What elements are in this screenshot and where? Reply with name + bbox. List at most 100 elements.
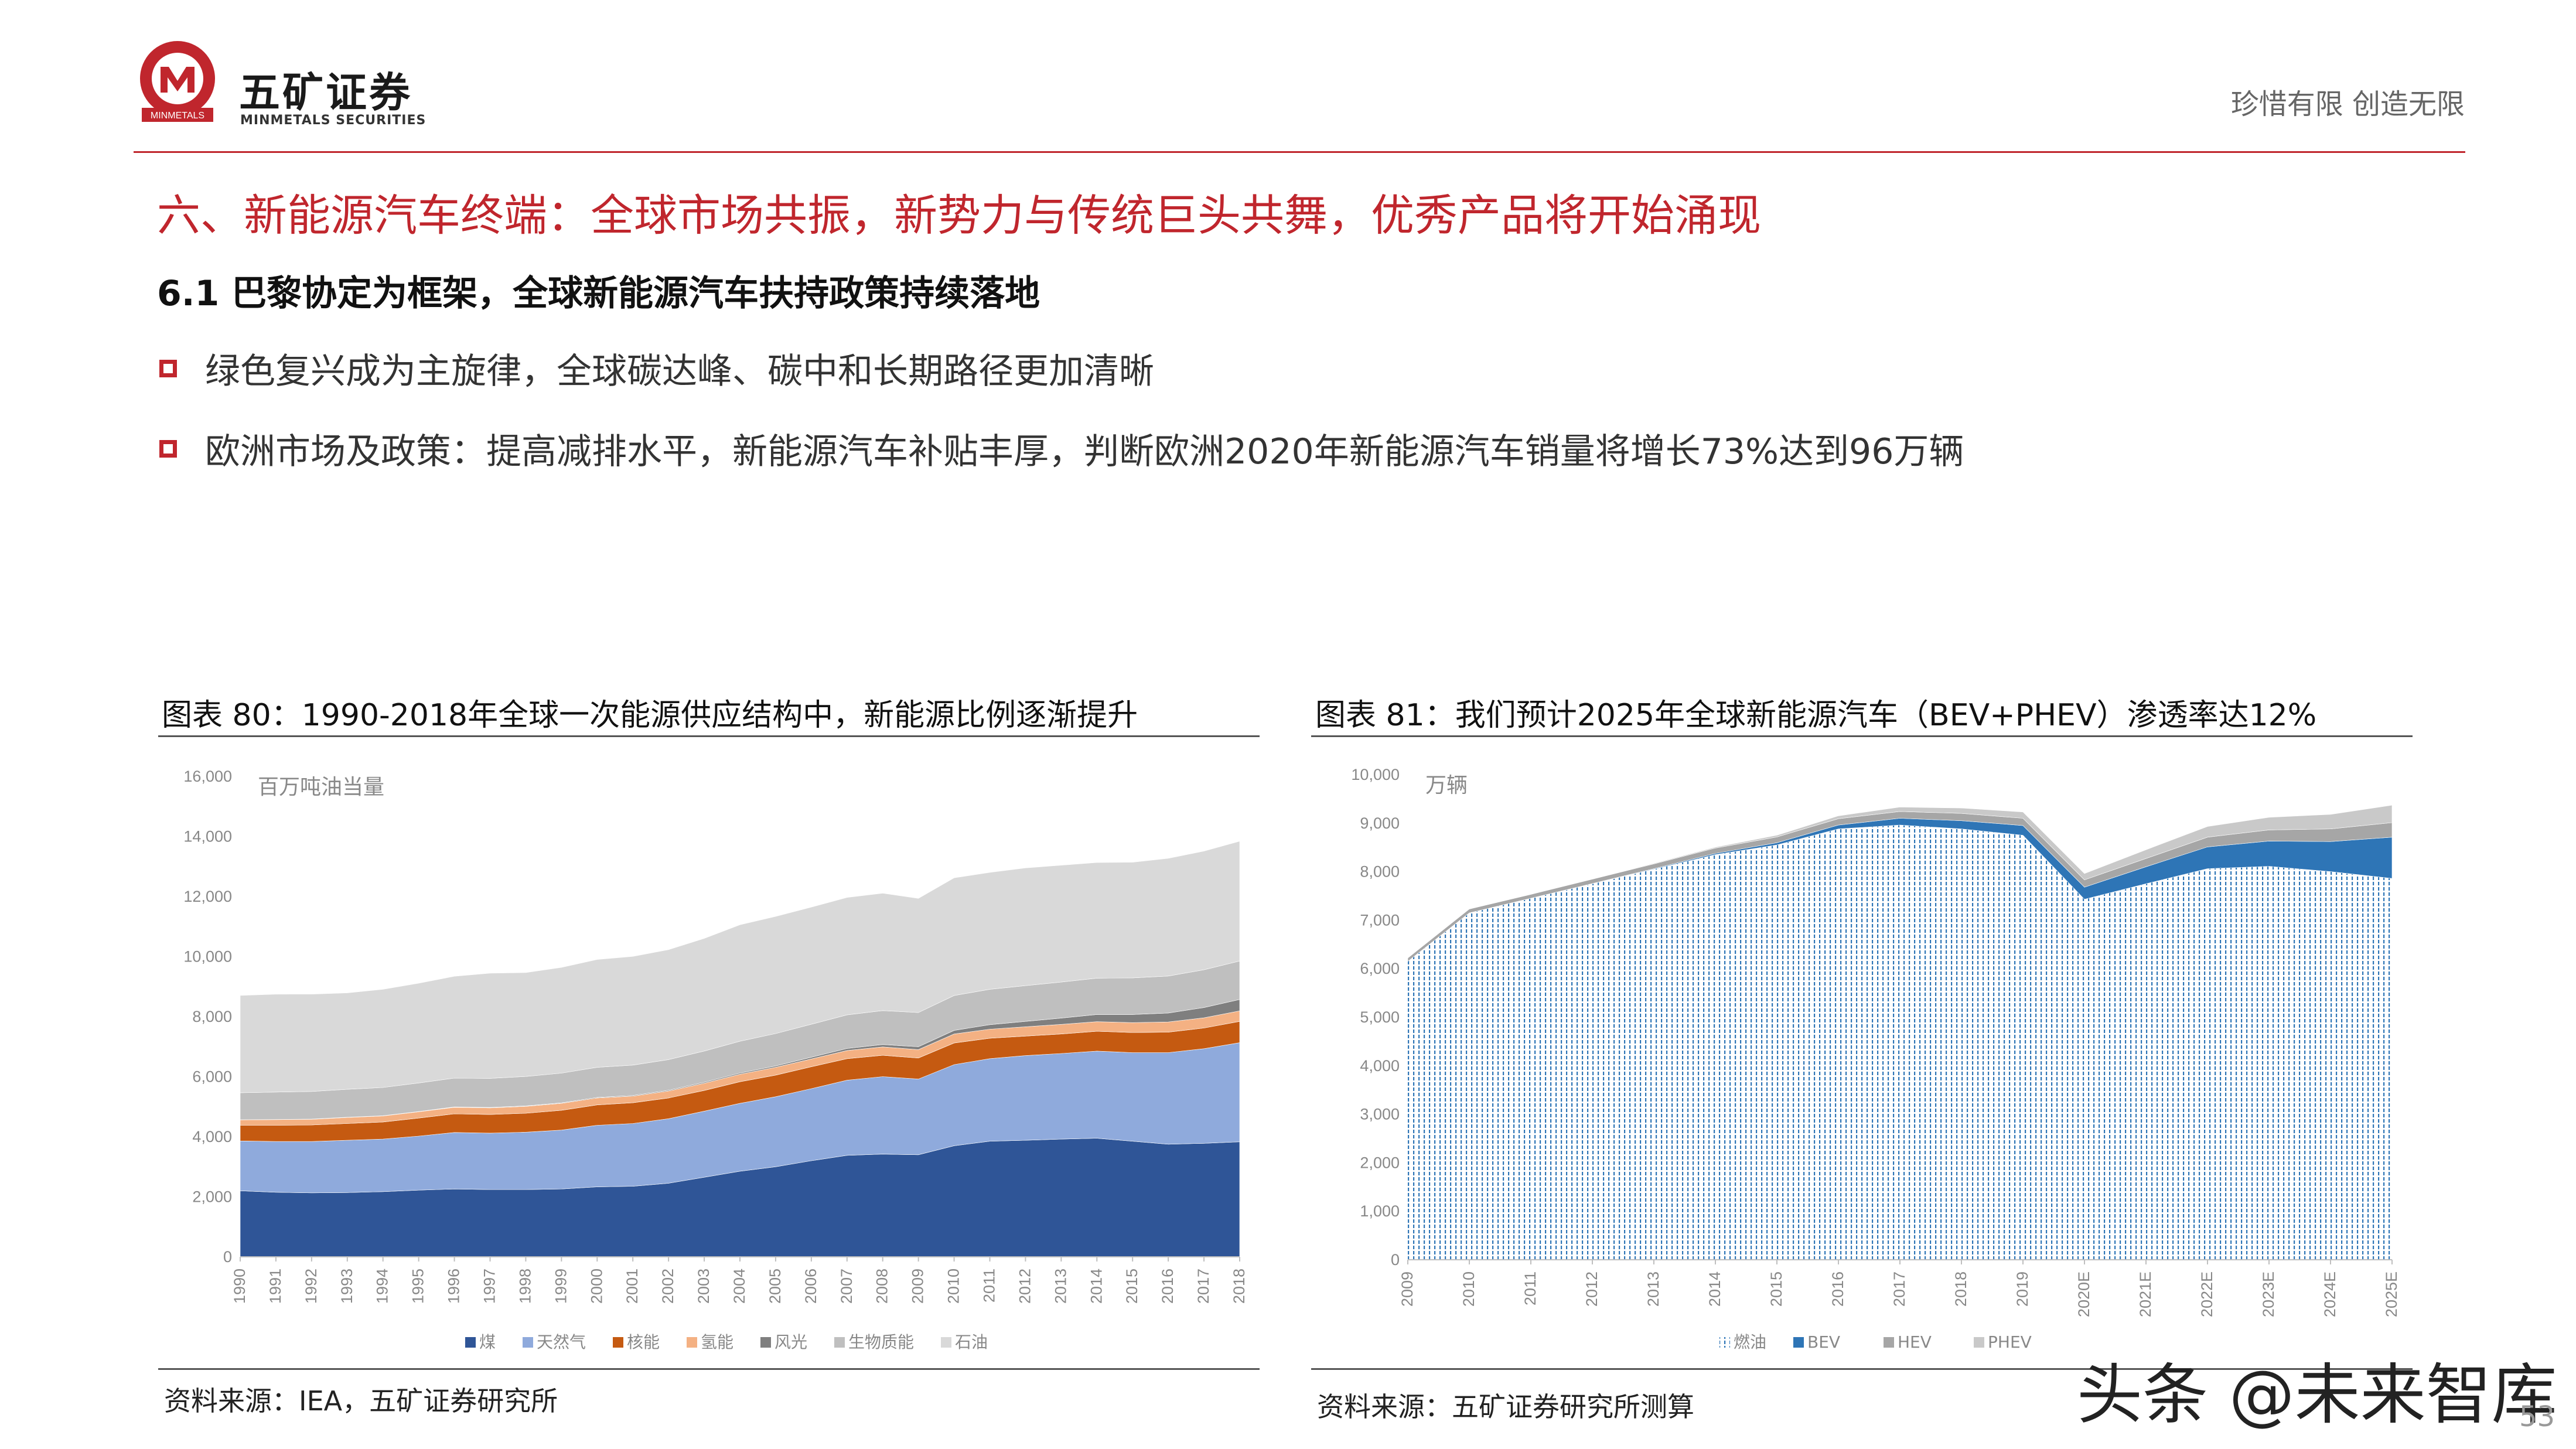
x-tick-label: 2022E xyxy=(2198,1271,2216,1317)
x-tick-label: 2006 xyxy=(802,1269,820,1304)
x-tick-label: 2024E xyxy=(2321,1271,2339,1317)
figure-81-source: 资料来源：五矿证券研究所测算 xyxy=(1317,1391,1694,1423)
y-tick-label: 12,000 xyxy=(183,888,232,905)
legend-swatch xyxy=(613,1337,623,1348)
area-series-3 xyxy=(1407,804,2393,959)
x-tick-label: 1998 xyxy=(516,1269,534,1304)
x-tick-label: 1997 xyxy=(481,1269,499,1304)
y-tick-label: 7,000 xyxy=(1360,911,1400,929)
legend-swatch xyxy=(1793,1337,1804,1348)
bullet-square-icon xyxy=(159,439,177,458)
bullet-item: 欧洲市场及政策：提高减排水平，新能源汽车补贴丰厚，判断欧洲2020年新能源汽车销… xyxy=(159,423,1964,474)
x-tick-label: 1999 xyxy=(552,1269,569,1304)
x-tick-label: 2012 xyxy=(1583,1271,1601,1307)
y-tick-label: 1,000 xyxy=(1360,1202,1400,1220)
x-tick-label: 2023E xyxy=(2260,1271,2277,1317)
x-tick-label: 2013 xyxy=(1644,1271,1662,1307)
y-tick-label: 3,000 xyxy=(1360,1106,1400,1123)
energy-supply-area-chart: 百万吨油当量 0 2,000 4,000 6,000 8,000 10,000 12,000 1… xyxy=(183,768,1248,1352)
y-tick-label: 5,000 xyxy=(1360,1008,1400,1026)
x-tick-label: 2014 xyxy=(1706,1271,1724,1307)
area-series-0 xyxy=(1408,825,2392,1260)
legend-swatch xyxy=(941,1337,951,1348)
minmetals-logo: MINMETALS xyxy=(140,41,215,122)
legend-swatch xyxy=(834,1337,845,1348)
x-tick-label: 2011 xyxy=(981,1269,998,1303)
legend-label: 风光 xyxy=(774,1332,807,1352)
legend-swatch xyxy=(523,1337,533,1348)
legend-swatch xyxy=(465,1337,476,1348)
figure-80-title: 图表 80：1990-2018年全球一次能源供应结构中，新能源比例逐渐提升 xyxy=(162,698,1138,733)
x-tick-label: 2011 xyxy=(1521,1271,1539,1305)
legend-label: 氢能 xyxy=(701,1332,733,1352)
x-tick-label: 2001 xyxy=(623,1269,641,1304)
y-tick-label: 6,000 xyxy=(1360,960,1400,977)
y-tick-label: 14,000 xyxy=(183,828,232,845)
y-tick-label: 2,000 xyxy=(1360,1154,1400,1171)
bullet-text: 绿色复兴成为主旋律，全球碳达峰、碳中和长期路径更加清晰 xyxy=(205,351,1154,392)
y-tick-label: 9,000 xyxy=(1360,814,1400,832)
y-tick-label: 8,000 xyxy=(192,1008,232,1025)
x-tick-label: 1996 xyxy=(445,1269,463,1304)
figure-81-source-rule xyxy=(1311,1368,2413,1370)
figure-81-title: 图表 81：我们预计2025年全球新能源汽车（BEV+PHEV）渗透率达12% xyxy=(1315,698,2317,733)
x-tick-label: 2016 xyxy=(1829,1271,1847,1307)
x-tick-label: 2018 xyxy=(1952,1271,1970,1307)
bullet-item: 绿色复兴成为主旋律，全球碳达峰、碳中和长期路径更加清晰 xyxy=(159,343,1154,394)
y-tick-label: 6,000 xyxy=(192,1068,232,1086)
vehicle-sales-area-chart: 万辆 0 1,000 2,000 3,000 4,000 5,000 6,000 7,000 8,… xyxy=(1351,766,2400,1352)
slogan: 珍惜有限 创造无限 xyxy=(2230,88,2465,121)
x-tick-label: 2015 xyxy=(1768,1271,1785,1307)
x-tick-label: 2017 xyxy=(1195,1269,1212,1304)
legend-label: 天然气 xyxy=(537,1332,586,1352)
legend-swatch xyxy=(1974,1337,1984,1348)
unit-label: 百万吨油当量 xyxy=(258,775,384,799)
figure-80-source-rule xyxy=(158,1368,1260,1370)
y-tick-label: 4,000 xyxy=(1360,1057,1400,1075)
bullet-square-icon xyxy=(159,359,177,377)
y-tick-label: 2,000 xyxy=(192,1188,232,1206)
header-divider xyxy=(134,151,2465,153)
x-tick-label: 2019 xyxy=(2014,1271,2031,1307)
x-tick-label: 1995 xyxy=(410,1269,427,1304)
unit-label: 万辆 xyxy=(1425,773,1468,797)
figure-81-title-rule xyxy=(1311,735,2413,737)
legend-label: 煤 xyxy=(479,1332,496,1352)
y-tick-label: 4,000 xyxy=(192,1128,232,1145)
y-tick-label: 8,000 xyxy=(1360,863,1400,881)
figure-80-source: 资料来源：IEA，五矿证券研究所 xyxy=(164,1385,558,1417)
x-tick-label: 2005 xyxy=(766,1269,784,1304)
x-tick-label: 2009 xyxy=(909,1269,927,1304)
x-tick-label: 2002 xyxy=(659,1269,677,1304)
x-tick-label: 2009 xyxy=(1398,1271,1416,1307)
x-tick-label: 2008 xyxy=(874,1269,891,1304)
logo-ring-text: MINMETALS xyxy=(151,111,204,121)
legend-label: 燃油 xyxy=(1734,1332,1766,1352)
legend-label: 生物质能 xyxy=(848,1332,914,1352)
x-tick-label: 1993 xyxy=(338,1269,356,1304)
legend-swatch xyxy=(1719,1337,1730,1348)
x-tick-label: 2014 xyxy=(1087,1269,1105,1304)
x-tick-label: 2020E xyxy=(2075,1271,2093,1317)
legend-swatch xyxy=(687,1337,697,1348)
y-tick-label: 0 xyxy=(223,1248,232,1266)
x-tick-label: 2015 xyxy=(1123,1269,1141,1304)
x-tick-label: 2000 xyxy=(588,1269,605,1304)
y-tick-label: 10,000 xyxy=(1351,766,1400,783)
y-tick-label: 16,000 xyxy=(183,768,232,785)
x-tick-label: 2004 xyxy=(731,1269,748,1304)
x-tick-label: 1991 xyxy=(267,1269,284,1304)
y-tick-label: 10,000 xyxy=(183,948,232,966)
x-tick-label: 2003 xyxy=(695,1269,712,1304)
y-tick-label: 0 xyxy=(1391,1251,1400,1269)
page-number: 53 xyxy=(2519,1400,2555,1433)
legend-label: BEV xyxy=(1807,1332,1840,1352)
watermark: 头条 @未来智库 xyxy=(2077,1357,2557,1433)
legend-swatch xyxy=(1884,1337,1894,1348)
x-tick-label: 1990 xyxy=(231,1269,248,1304)
legend-label: 石油 xyxy=(955,1332,988,1352)
area-series-6 xyxy=(240,841,1240,1093)
x-tick-label: 1992 xyxy=(302,1269,320,1304)
brand-subtitle: MINMETALS SECURITIES xyxy=(240,113,427,128)
x-tick-label: 2018 xyxy=(1230,1269,1248,1304)
